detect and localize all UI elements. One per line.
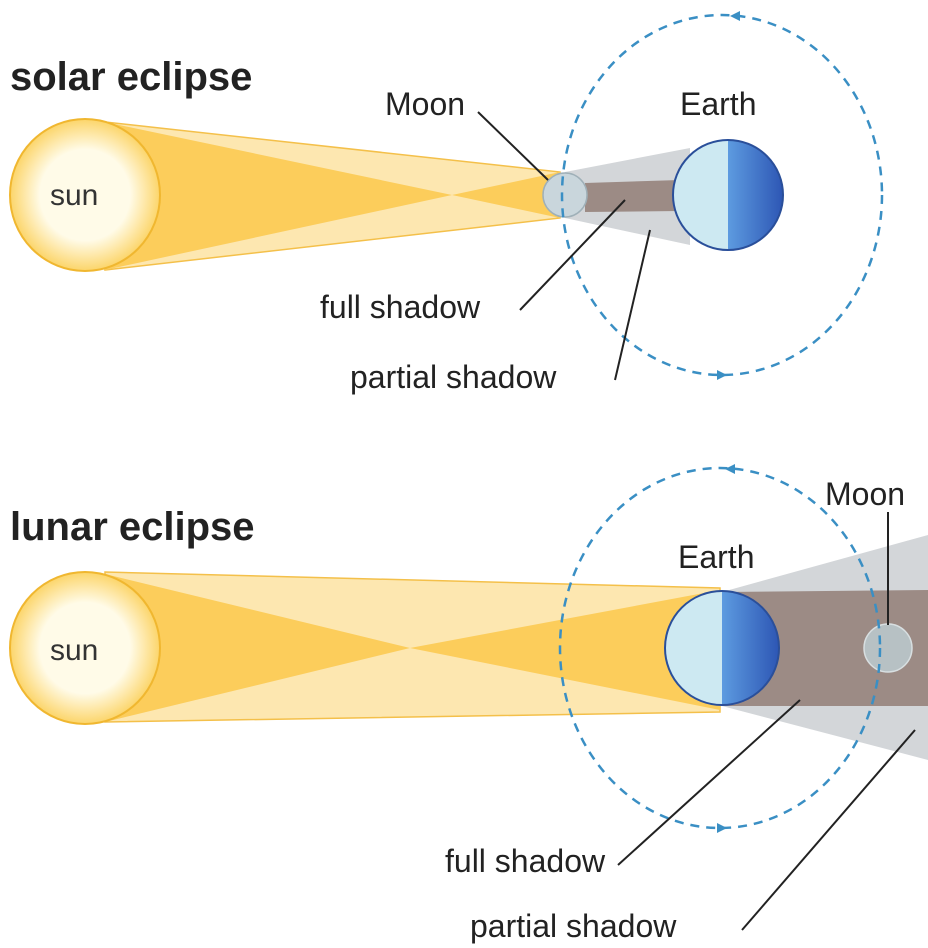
full-shadow-label: full shadow: [445, 843, 606, 879]
panel-title: lunar eclipse: [10, 505, 255, 549]
panel-title: solar eclipse: [10, 55, 252, 99]
solar-panel: solar eclipse sun Moon Earth full shadow…: [10, 15, 882, 395]
full-shadow: [585, 180, 680, 212]
sun-label: sun: [50, 634, 98, 667]
lunar-panel: lunar eclipse sun Moon Earth full shadow…: [10, 468, 928, 944]
leader-line: [742, 730, 915, 930]
partial-shadow-label: partial shadow: [470, 908, 677, 944]
diagram: solar eclipse sun Moon Earth full shadow…: [0, 0, 928, 948]
moon-label: Moon: [385, 86, 465, 122]
leader-line: [615, 230, 650, 380]
moon: [543, 173, 587, 217]
leader-line: [618, 700, 800, 865]
full-shadow-label: full shadow: [320, 289, 481, 325]
moon-label: Moon: [825, 476, 905, 512]
moon: [864, 624, 912, 672]
earth-night: [728, 140, 783, 250]
earth-label: Earth: [678, 539, 754, 575]
sun-label: sun: [50, 179, 98, 212]
page: {"panels": [ {"title": "solar eclipse", …: [0, 0, 928, 948]
earth-label: Earth: [680, 86, 756, 122]
partial-shadow-label: partial shadow: [350, 359, 557, 395]
